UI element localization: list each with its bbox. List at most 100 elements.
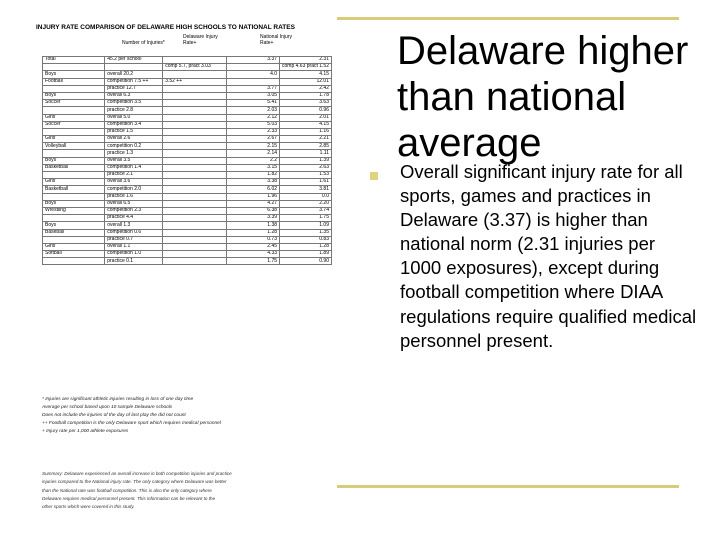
table-cell bbox=[162, 257, 227, 266]
summary-line: other sports which were covered in this … bbox=[42, 504, 135, 510]
table-cell bbox=[41, 214, 106, 223]
table-cell: 2.21 bbox=[279, 135, 332, 144]
table-row: Boys overall 20.2 4.0 4.15 bbox=[41, 70, 332, 79]
table-cell: 0.96 bbox=[279, 106, 332, 115]
table-cell: Boys' bbox=[41, 156, 106, 165]
table-cell bbox=[41, 149, 106, 158]
table-cell: 0.83 bbox=[279, 235, 332, 244]
table-cell: 2.12 bbox=[225, 113, 281, 122]
table-cell: 1.39 bbox=[279, 156, 332, 165]
table-cell bbox=[41, 170, 106, 180]
table-cell: competition 2.0 bbox=[104, 185, 164, 194]
table-cell: 12.01 bbox=[279, 77, 332, 86]
table-cell: practice 2.1 bbox=[104, 170, 164, 180]
col-header-injuries: Number of Injuries* bbox=[122, 40, 165, 46]
table-row: Boys' overall 3.5 2.2 1.39 bbox=[41, 156, 332, 165]
table-cell: Boys bbox=[41, 199, 106, 208]
table-cell bbox=[162, 170, 227, 180]
table-cell: overall 1.3 bbox=[104, 221, 164, 230]
table-cell: Wrestling bbox=[41, 206, 106, 216]
table-cell bbox=[162, 242, 227, 252]
table-cell: 3.81 bbox=[279, 185, 332, 194]
table-cell: 2.67 bbox=[225, 135, 281, 144]
table-cell: competition 2.3 bbox=[104, 206, 164, 216]
table-cell: 1.28 bbox=[225, 228, 281, 237]
table-row: Wrestling competition 2.3 6.38 3.74 bbox=[41, 206, 332, 216]
table-cell bbox=[162, 99, 227, 108]
table-cell bbox=[162, 250, 227, 259]
table-cell bbox=[162, 163, 227, 173]
table-cell: competition 0.2 bbox=[104, 142, 164, 151]
table-row: practice 0.1 1.75 0.90 bbox=[41, 257, 332, 266]
table-cell: 2.63 bbox=[279, 163, 332, 173]
table-cell: overall 3.6 bbox=[104, 178, 164, 187]
summary-line: injuries compared to the National injury… bbox=[42, 479, 227, 485]
table-cell: 2.03 bbox=[225, 106, 281, 115]
table-cell bbox=[162, 84, 227, 93]
table-cell: 6.02 bbox=[225, 185, 281, 194]
table-cell: 1.75 bbox=[279, 214, 332, 223]
top-rule bbox=[337, 17, 679, 20]
table-cell bbox=[162, 178, 227, 187]
table-cell: 1.09 bbox=[279, 221, 332, 230]
table-row: Basketball competition 2.0 6.02 3.81 bbox=[41, 185, 332, 194]
table-cell: Basketball bbox=[41, 163, 106, 173]
table-cell: practice 12.7 bbox=[104, 84, 164, 93]
table-cell: overall 6.3 bbox=[104, 91, 164, 101]
table-cell: comp 5.7, pract 3.03 bbox=[162, 63, 227, 72]
table-cell: 2.20 bbox=[279, 199, 332, 208]
table-cell: overall 5.0 bbox=[104, 113, 164, 122]
table-cell: 1.89 bbox=[279, 250, 332, 259]
table-row: practice 1.3 2.14 1.11 bbox=[41, 149, 332, 158]
table-cell: Soccer bbox=[41, 99, 106, 108]
table-cell bbox=[162, 156, 227, 165]
table-cell: 1.61 bbox=[279, 178, 332, 187]
table-cell: 1.96 bbox=[225, 192, 281, 201]
table-row: Girls' overall 3.6 3.38 1.61 bbox=[41, 178, 332, 187]
table-cell: Girls' bbox=[41, 113, 106, 122]
table-cell bbox=[162, 106, 227, 115]
table-cell bbox=[162, 221, 227, 230]
table-cell: 1.38 bbox=[225, 221, 281, 230]
table-cell: overall 6.5 bbox=[104, 199, 164, 208]
table-cell bbox=[41, 192, 106, 201]
table-row: Basketball competition 1.4 3.15 2.63 bbox=[41, 163, 332, 173]
table-cell bbox=[41, 257, 106, 266]
table-cell: competition 3.5 bbox=[104, 99, 164, 108]
table-cell: Boys bbox=[41, 70, 106, 79]
table-cell: 2.14 bbox=[225, 149, 281, 158]
table-cell: 2.85 bbox=[279, 142, 332, 151]
table-row: practice 12.7 3.77 2.42 bbox=[41, 84, 332, 93]
table-row: Baseball competition 0.6 1.28 1.35 bbox=[41, 228, 332, 237]
table-cell: 3.37 bbox=[225, 55, 281, 65]
table-cell: 1.78 bbox=[279, 91, 332, 101]
table-cell: 1.82 bbox=[225, 170, 281, 180]
table-cell: comp 4.63 pract 1.52 bbox=[279, 63, 332, 72]
table-cell bbox=[162, 135, 227, 144]
col-header-national: National Injury Rate+ bbox=[260, 34, 292, 46]
table-cell: 3.39 bbox=[225, 214, 281, 223]
table-cell: overall 2.6 bbox=[104, 135, 164, 144]
table-row: Total 45.2 per school 3.37 2.31 bbox=[41, 55, 332, 65]
table-cell: Volleyball bbox=[41, 142, 106, 151]
table-cell: Girls' bbox=[41, 178, 106, 187]
table-cell bbox=[162, 235, 227, 244]
footnote: * Injuries are significant athletic inju… bbox=[42, 397, 194, 402]
table-cell: 45.2 per school bbox=[104, 55, 164, 65]
table-row: Boys overall 1.3 1.38 1.09 bbox=[41, 221, 332, 230]
table-cell: overall 3.5 bbox=[104, 156, 164, 165]
summary-line: Delaware requires medical personnel pres… bbox=[42, 495, 216, 501]
table-row: practice 2.8 2.03 0.96 bbox=[41, 106, 332, 115]
table-cell bbox=[162, 214, 227, 223]
table-cell: 1.35 bbox=[279, 228, 332, 237]
table-cell: Girls' bbox=[41, 242, 106, 252]
table-cell: Boys bbox=[41, 91, 106, 101]
table-cell: competition 7.5 ++ bbox=[104, 77, 164, 86]
table-cell bbox=[162, 120, 227, 129]
col-header-delaware: Delaware Injury Rate+ bbox=[183, 34, 218, 46]
table-cell: 2.42 bbox=[279, 84, 332, 93]
table-cell: Total bbox=[41, 55, 106, 65]
table-cell: 2.45 bbox=[225, 242, 281, 252]
table-row: Soccer competition 3.5 5.41 3.63 bbox=[41, 99, 332, 108]
table-row: Softball competition 1.0 4.33 1.89 bbox=[41, 250, 332, 259]
